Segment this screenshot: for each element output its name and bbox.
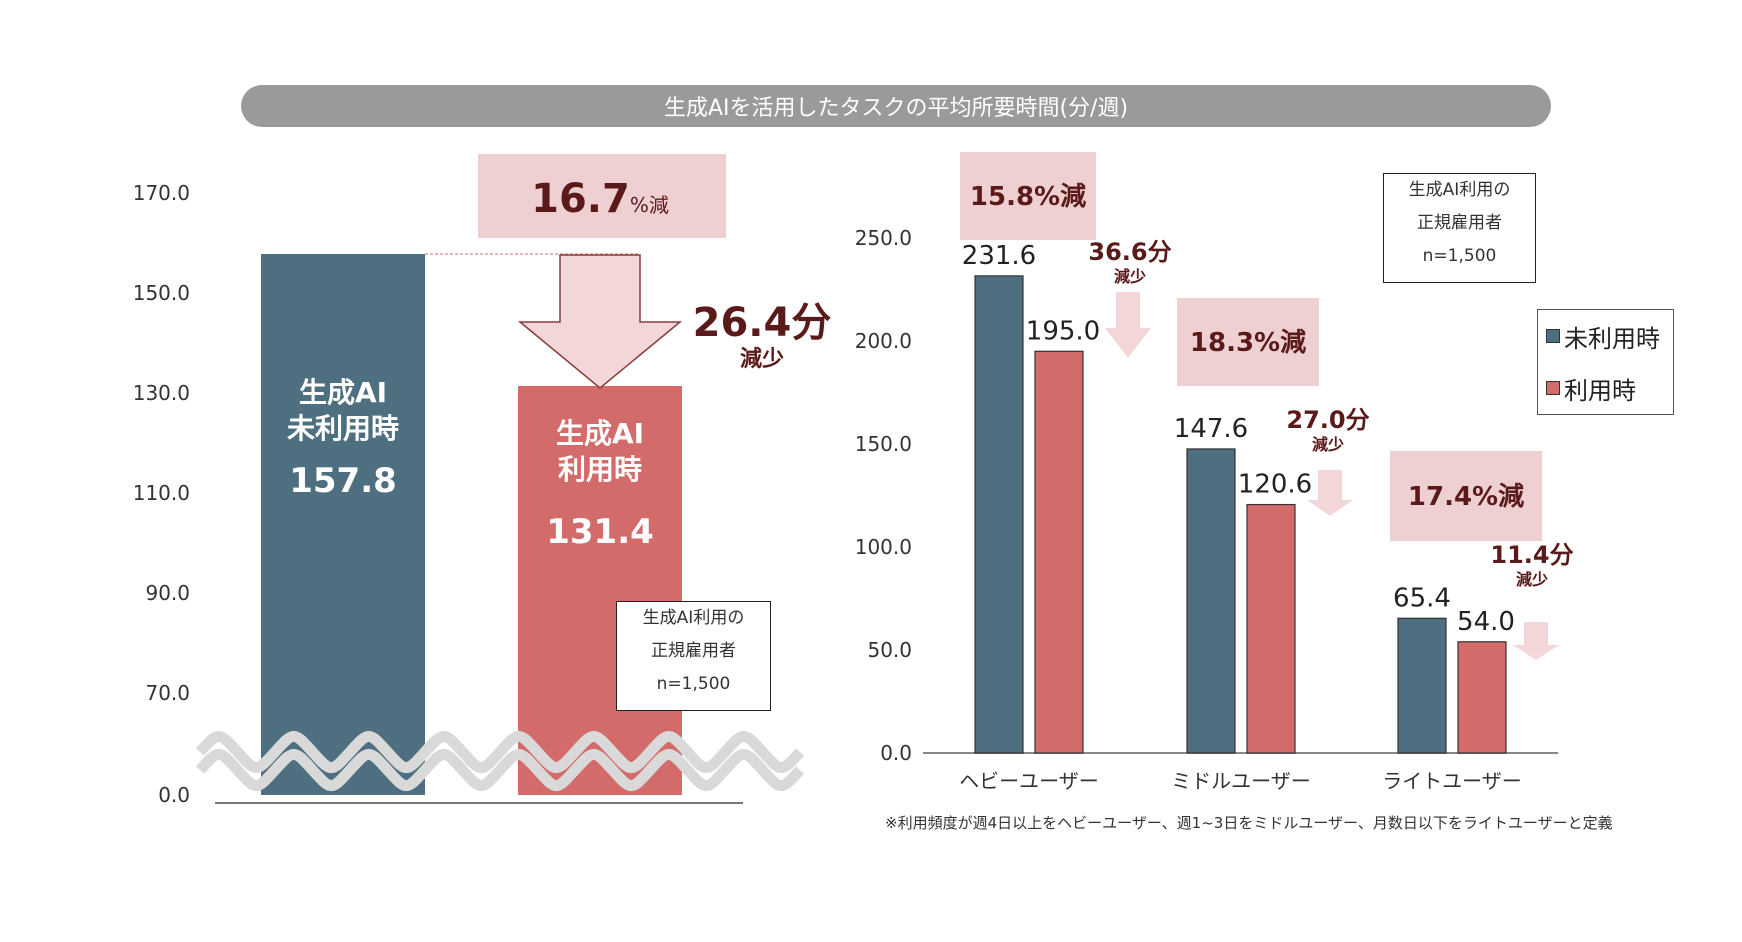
data-label: 157.8 (289, 461, 397, 501)
legend-item-not-used: 未利用時 (1538, 310, 1673, 362)
bar (1397, 617, 1447, 754)
y-tick-label: 110.0 (133, 481, 190, 505)
reduction-pct-box (1390, 451, 1542, 541)
note-line: 生成AI利用の (1408, 180, 1511, 200)
data-label: 131.4 (546, 512, 654, 552)
bar (1457, 641, 1507, 754)
y-tick-label: 130.0 (133, 381, 190, 405)
bar-label: 利用時 (558, 453, 642, 486)
data-label: 147.6 (1174, 414, 1248, 444)
note-line: 正規雇用者 (651, 641, 736, 661)
y-tick-label: 0.0 (880, 741, 912, 765)
reduction-sub-label: 減少 (1312, 435, 1344, 454)
reduction-pct-box (960, 152, 1096, 240)
data-label: 231.6 (962, 241, 1036, 271)
note-line: n=1,500 (1422, 246, 1497, 266)
legend-label: 利用時 (1564, 376, 1636, 405)
reduction-minutes-label: 36.6分 (1088, 238, 1171, 266)
reduction-minutes-label: 26.4分 (693, 300, 832, 346)
y-tick-label: 100.0 (855, 535, 912, 559)
note-line: 正規雇用者 (1417, 213, 1502, 233)
bar (1246, 503, 1296, 754)
reduction-pct-label: 17.4%減 (1408, 482, 1524, 512)
reduction-sub-label: 減少 (740, 347, 784, 372)
x-category-label: ミドルユーザー (1171, 769, 1311, 793)
reduction-pct-label: 18.3%減 (1190, 328, 1306, 358)
bar (518, 386, 682, 795)
legend-swatch-used (1546, 381, 1560, 395)
legend: 未利用時 利用時 (1537, 309, 1674, 415)
bar-label: 生成AI (299, 376, 387, 409)
reduction-minutes-label: 11.4分 (1490, 541, 1573, 569)
x-category-label: ヘビーユーザー (959, 769, 1099, 793)
bar (1186, 448, 1236, 754)
data-label: 120.6 (1238, 470, 1312, 500)
bar (1034, 350, 1084, 754)
legend-label: 未利用時 (1564, 324, 1660, 353)
y-tick-label: 170.0 (133, 181, 190, 205)
axis-break-squiggle (195, 731, 805, 773)
axis-break-squiggle (195, 749, 805, 791)
reduction-sub-label: 減少 (1114, 267, 1146, 286)
reduction-arrow-icon (1513, 622, 1559, 660)
bar (261, 254, 425, 795)
y-tick-label: 70.0 (145, 681, 190, 705)
x-category-label: ライトユーザー (1382, 769, 1522, 793)
note-line: 生成AI利用の (642, 608, 745, 628)
reduction-pct-label: 15.8%減 (970, 182, 1086, 212)
y-tick-label: 0.0 (158, 783, 190, 807)
footnote: ※利用頻度が週4日以上をヘビーユーザー、週1~3日をミドルユーザー、月数日以下を… (885, 814, 1613, 832)
data-label: 54.0 (1457, 607, 1515, 637)
y-tick-label: 150.0 (855, 432, 912, 456)
chart-title: 生成AIを活用したタスクの平均所要時間(分/週) (241, 85, 1551, 127)
reduction-pct-label: 16.7%減 (531, 176, 669, 222)
y-tick-label: 150.0 (133, 281, 190, 305)
bar (974, 275, 1024, 754)
reduction-pct-box (478, 154, 726, 238)
y-tick-label: 90.0 (145, 581, 190, 605)
legend-item-used: 利用時 (1538, 362, 1673, 414)
bar-label: 未利用時 (287, 412, 399, 445)
y-tick-label: 50.0 (867, 638, 912, 662)
reduction-sub-label: 減少 (1516, 570, 1548, 589)
left-sample-note: 生成AI利用の 正規雇用者 n=1,500 (616, 601, 771, 711)
y-tick-label: 200.0 (855, 329, 912, 353)
data-label: 195.0 (1026, 316, 1100, 346)
reduction-minutes-label: 27.0分 (1286, 406, 1369, 434)
reduction-arrow-icon (517, 254, 683, 389)
y-tick-label: 250.0 (855, 226, 912, 250)
note-line: n=1,500 (656, 674, 731, 694)
reduction-pct-box (1177, 298, 1319, 386)
bar-label: 生成AI (556, 417, 644, 450)
reduction-arrow-icon (1105, 292, 1151, 358)
reduction-arrow-icon (1307, 470, 1353, 516)
right-sample-note: 生成AI利用の 正規雇用者 n=1,500 (1383, 173, 1536, 283)
data-label: 65.4 (1393, 583, 1451, 613)
legend-swatch-not-used (1546, 329, 1560, 343)
